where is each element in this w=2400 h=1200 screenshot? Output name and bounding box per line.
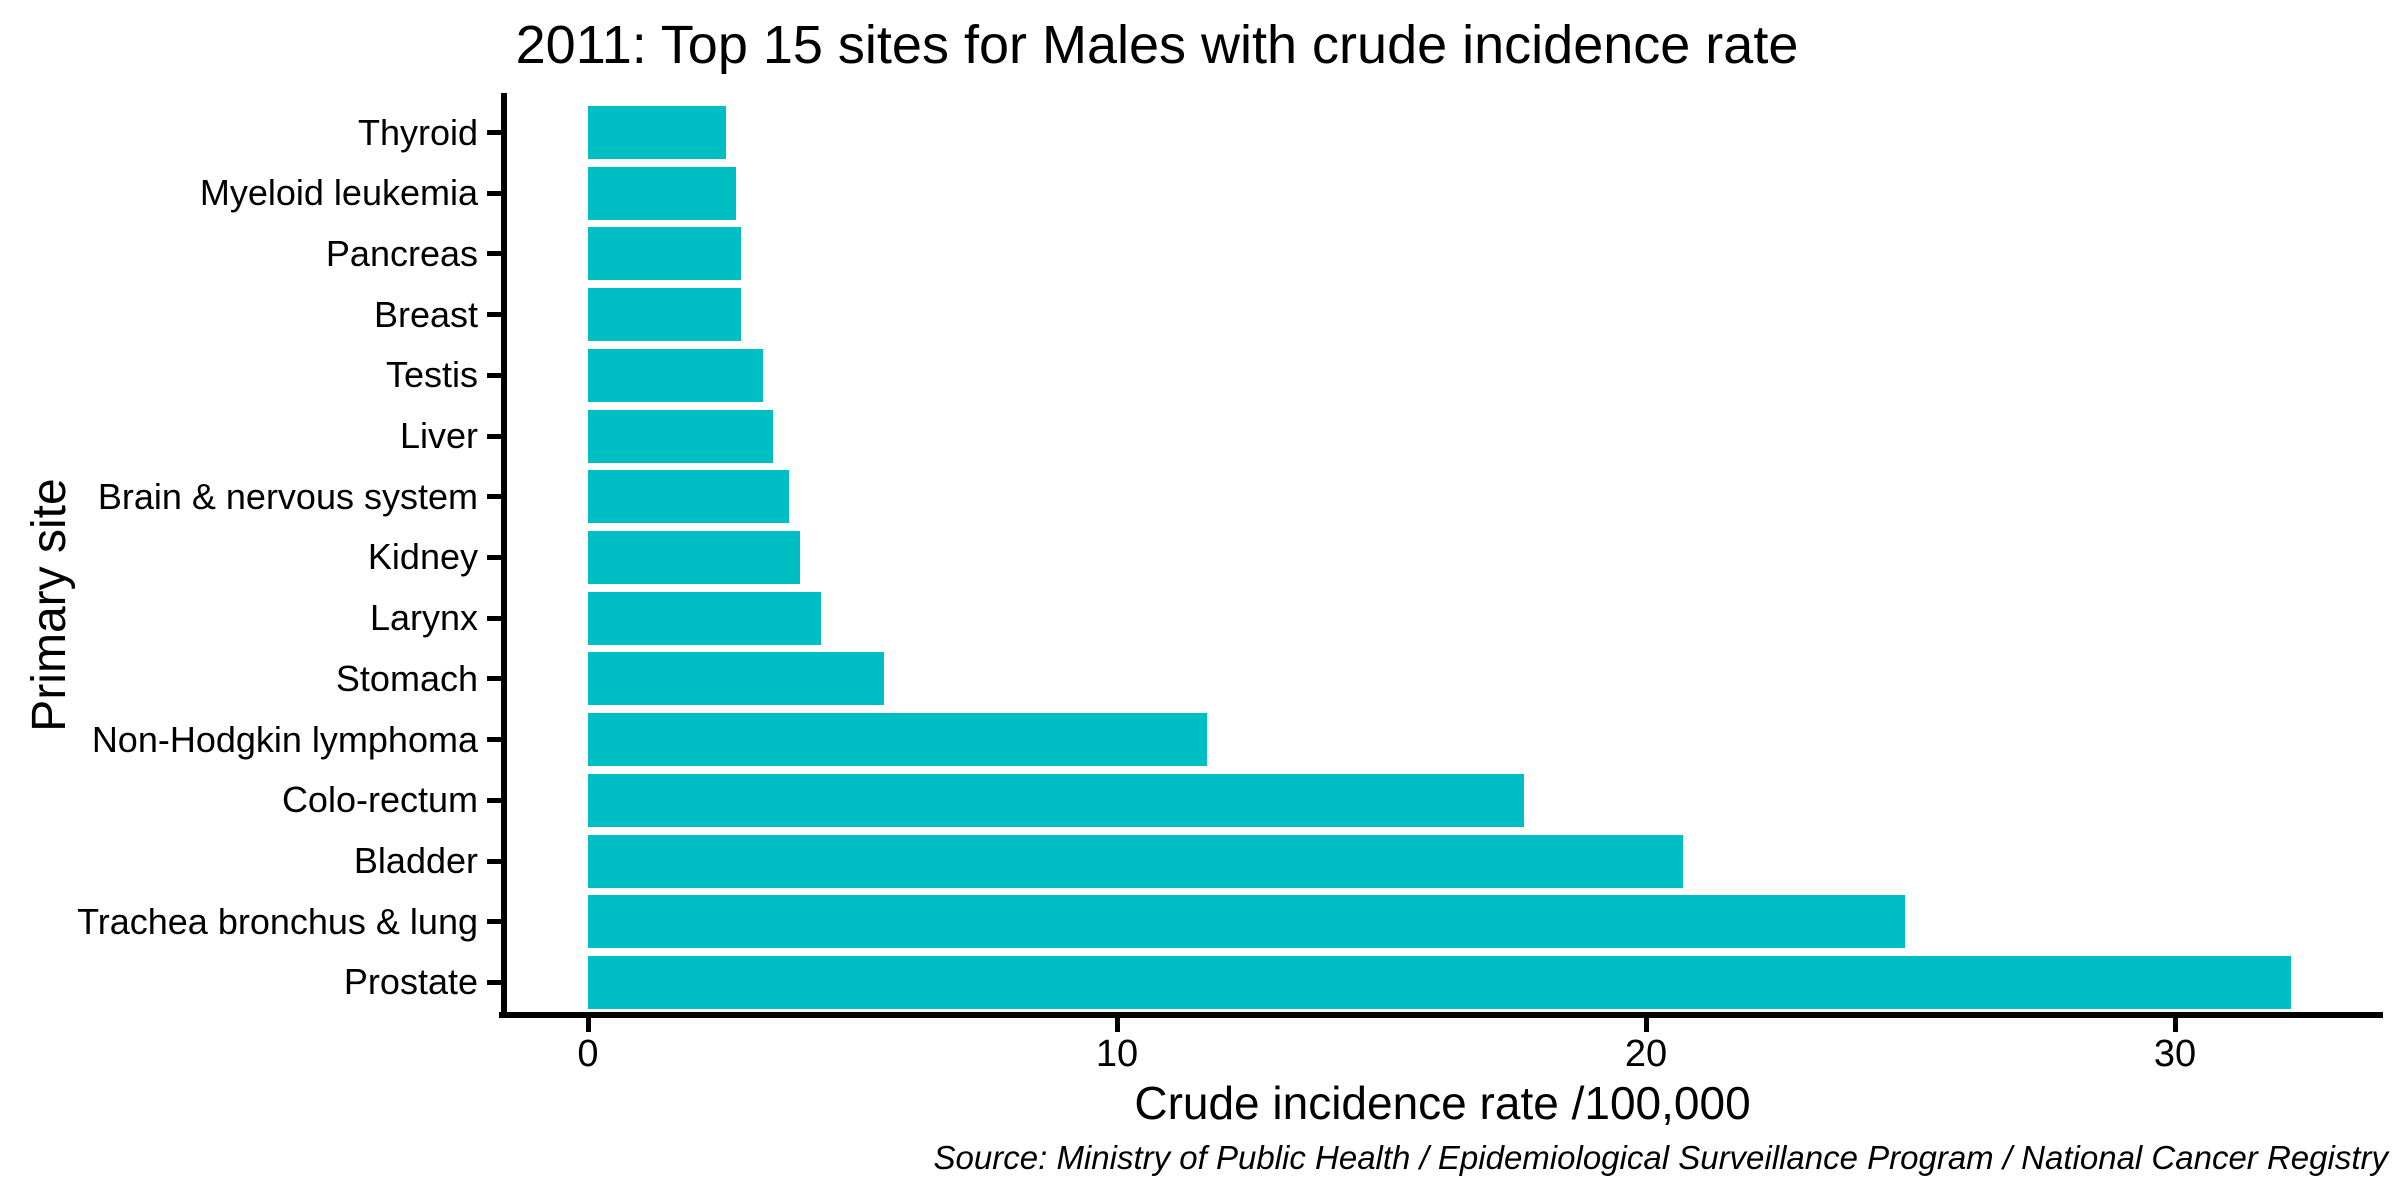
y-tick-label: Myeloid leukemia bbox=[199, 172, 478, 214]
y-tick-label: Kidney bbox=[367, 536, 478, 578]
x-tick-label: 20 bbox=[1624, 1033, 1668, 1075]
bar bbox=[588, 348, 763, 402]
y-tick-mark bbox=[487, 494, 501, 500]
y-tick-mark bbox=[487, 676, 501, 682]
y-axis-line bbox=[501, 93, 507, 1018]
bar bbox=[588, 530, 800, 584]
y-tick-mark bbox=[487, 615, 501, 621]
x-tick-mark bbox=[585, 1018, 591, 1032]
bar bbox=[588, 955, 2292, 1009]
bar bbox=[588, 470, 790, 524]
bar bbox=[588, 591, 821, 645]
y-tick-mark bbox=[487, 372, 501, 378]
y-tick-label: Testis bbox=[385, 354, 478, 396]
bar bbox=[588, 106, 726, 159]
bar bbox=[588, 652, 885, 706]
x-tick-label: 10 bbox=[1095, 1033, 1139, 1075]
bar bbox=[588, 227, 742, 281]
y-tick-label: Bladder bbox=[353, 840, 478, 882]
source-note: Source: Ministry of Public Health / Epid… bbox=[933, 1139, 2388, 1176]
y-tick-mark bbox=[487, 312, 501, 318]
y-tick-label: Thyroid bbox=[357, 111, 478, 153]
y-tick-mark bbox=[487, 554, 501, 560]
y-tick-mark bbox=[487, 251, 501, 257]
y-tick-mark bbox=[487, 190, 501, 196]
bar bbox=[588, 166, 737, 220]
bar bbox=[588, 773, 1525, 827]
bar bbox=[588, 288, 742, 342]
x-tick-mark bbox=[1643, 1018, 1649, 1032]
y-tick-mark bbox=[487, 737, 501, 743]
y-tick-label: Prostate bbox=[343, 961, 478, 1003]
x-tick-label: 30 bbox=[2153, 1033, 2197, 1075]
y-tick-label: Brain & nervous system bbox=[97, 475, 478, 517]
x-axis-title: Crude incidence rate /100,000 bbox=[1134, 1077, 1751, 1129]
y-tick-mark bbox=[487, 433, 501, 439]
y-tick-label: Colo-rectum bbox=[281, 779, 478, 821]
y-tick-mark bbox=[487, 919, 501, 925]
x-axis-line bbox=[499, 1012, 2383, 1018]
bar bbox=[588, 713, 1207, 767]
y-tick-mark bbox=[487, 979, 501, 985]
bar bbox=[588, 895, 1906, 949]
bar bbox=[588, 409, 774, 463]
y-tick-mark bbox=[487, 858, 501, 864]
y-tick-label: Breast bbox=[373, 293, 478, 335]
bar bbox=[588, 834, 1684, 888]
y-tick-label: Larynx bbox=[369, 597, 478, 639]
y-tick-mark bbox=[487, 797, 501, 803]
x-tick-mark bbox=[2172, 1018, 2178, 1032]
y-tick-label: Liver bbox=[399, 415, 478, 457]
y-tick-label: Pancreas bbox=[325, 232, 478, 274]
chart-title: 2011: Top 15 sites for Males with crude … bbox=[515, 15, 1799, 75]
y-tick-label: Stomach bbox=[335, 657, 478, 699]
y-tick-label: Trachea bronchus & lung bbox=[77, 900, 478, 942]
y-tick-mark bbox=[487, 130, 501, 135]
x-tick-label: 0 bbox=[577, 1033, 599, 1075]
x-tick-mark bbox=[1114, 1018, 1120, 1032]
y-tick-label: Non-Hodgkin lymphoma bbox=[91, 718, 478, 760]
